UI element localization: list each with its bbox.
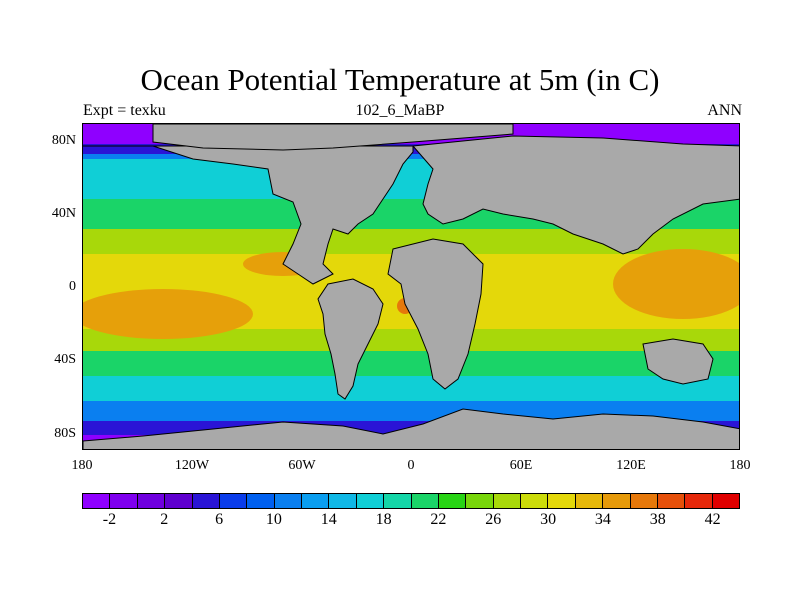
colorbar-box [657,494,686,508]
colorbar-box [165,494,193,508]
colorbar-box [438,494,467,508]
land-masses [83,124,739,449]
land-north-america [83,145,414,285]
colorbar-box [356,494,385,508]
band-south-mild [83,351,739,376]
lat-label-0: 0 [69,279,76,294]
colorbar-tick-label: 30 [540,511,557,528]
colorbar-box [219,494,248,508]
land-eurasia [411,135,739,255]
colorbar-tick-label: 10 [265,511,282,528]
colorbar-box [137,494,166,508]
colorbar-tick-label: 34 [594,511,611,528]
lon-label-180e: 180 [729,458,751,473]
lon-label-60w: 60W [288,458,316,473]
colorbar-box [247,494,275,508]
colorbar-tick-label: 26 [485,511,502,528]
lat-label-80n: 80N [51,133,76,148]
colorbar-tick-label: 38 [649,511,666,528]
time-label: 102_6_MaBP [355,102,445,119]
colorbar-box [575,494,604,508]
colorbar-box [83,494,111,508]
warm-pool-west-pacific [613,249,739,319]
colorbar-tick-label: 6 [215,511,224,528]
colorbar-tick-label: 14 [320,511,337,528]
colorbar-box [712,494,739,508]
lon-label-120w: 120W [174,458,210,473]
colorbar-box [685,494,713,508]
colorbar-box [603,494,631,508]
colorbar-tick-label: 42 [704,511,721,528]
colorbar-tick-label: 22 [430,511,447,528]
lat-label-80s: 80S [54,426,76,441]
temperature-map [83,124,739,449]
colorbar-box [329,494,357,508]
colorbar-box [192,494,220,508]
colorbar-box [521,494,549,508]
colorbar-tick-label: 2 [160,511,169,528]
colorbar-box [493,494,521,508]
plot-title: Ocean Potential Temperature at 5m (in C) [140,62,660,97]
colorbar-tick-label: 18 [375,511,392,528]
colorbar-box [630,494,658,508]
land-south-america [317,278,384,400]
experiment-label: Expt = texku [83,102,166,119]
band-south-cool [83,376,739,401]
season-label: ANN [707,102,742,119]
lon-label-180w: 180 [71,458,93,473]
land-antarctica [83,408,739,449]
colorbar-box [384,494,412,508]
land-africa [387,238,484,390]
colorbar-box [302,494,330,508]
lon-label-60e: 60E [509,458,533,473]
map-plot-area [82,123,740,450]
lon-label-120e: 120E [616,458,646,473]
colorbar-box [466,494,494,508]
colorbar [82,493,740,509]
lon-label-0: 0 [407,458,415,473]
colorbar-box [274,494,302,508]
lat-label-40s: 40S [54,352,76,367]
warm-pool-east-pacific [83,289,253,339]
colorbar-box [411,494,439,508]
lat-label-40n: 40N [51,206,76,221]
colorbar-tick-label: -2 [102,511,117,528]
colorbar-box [548,494,576,508]
land-australia [642,338,714,385]
band-south-warm [83,329,739,351]
colorbar-box [110,494,138,508]
land-greenland-arctic [152,124,514,151]
band-south-cold [83,401,739,421]
